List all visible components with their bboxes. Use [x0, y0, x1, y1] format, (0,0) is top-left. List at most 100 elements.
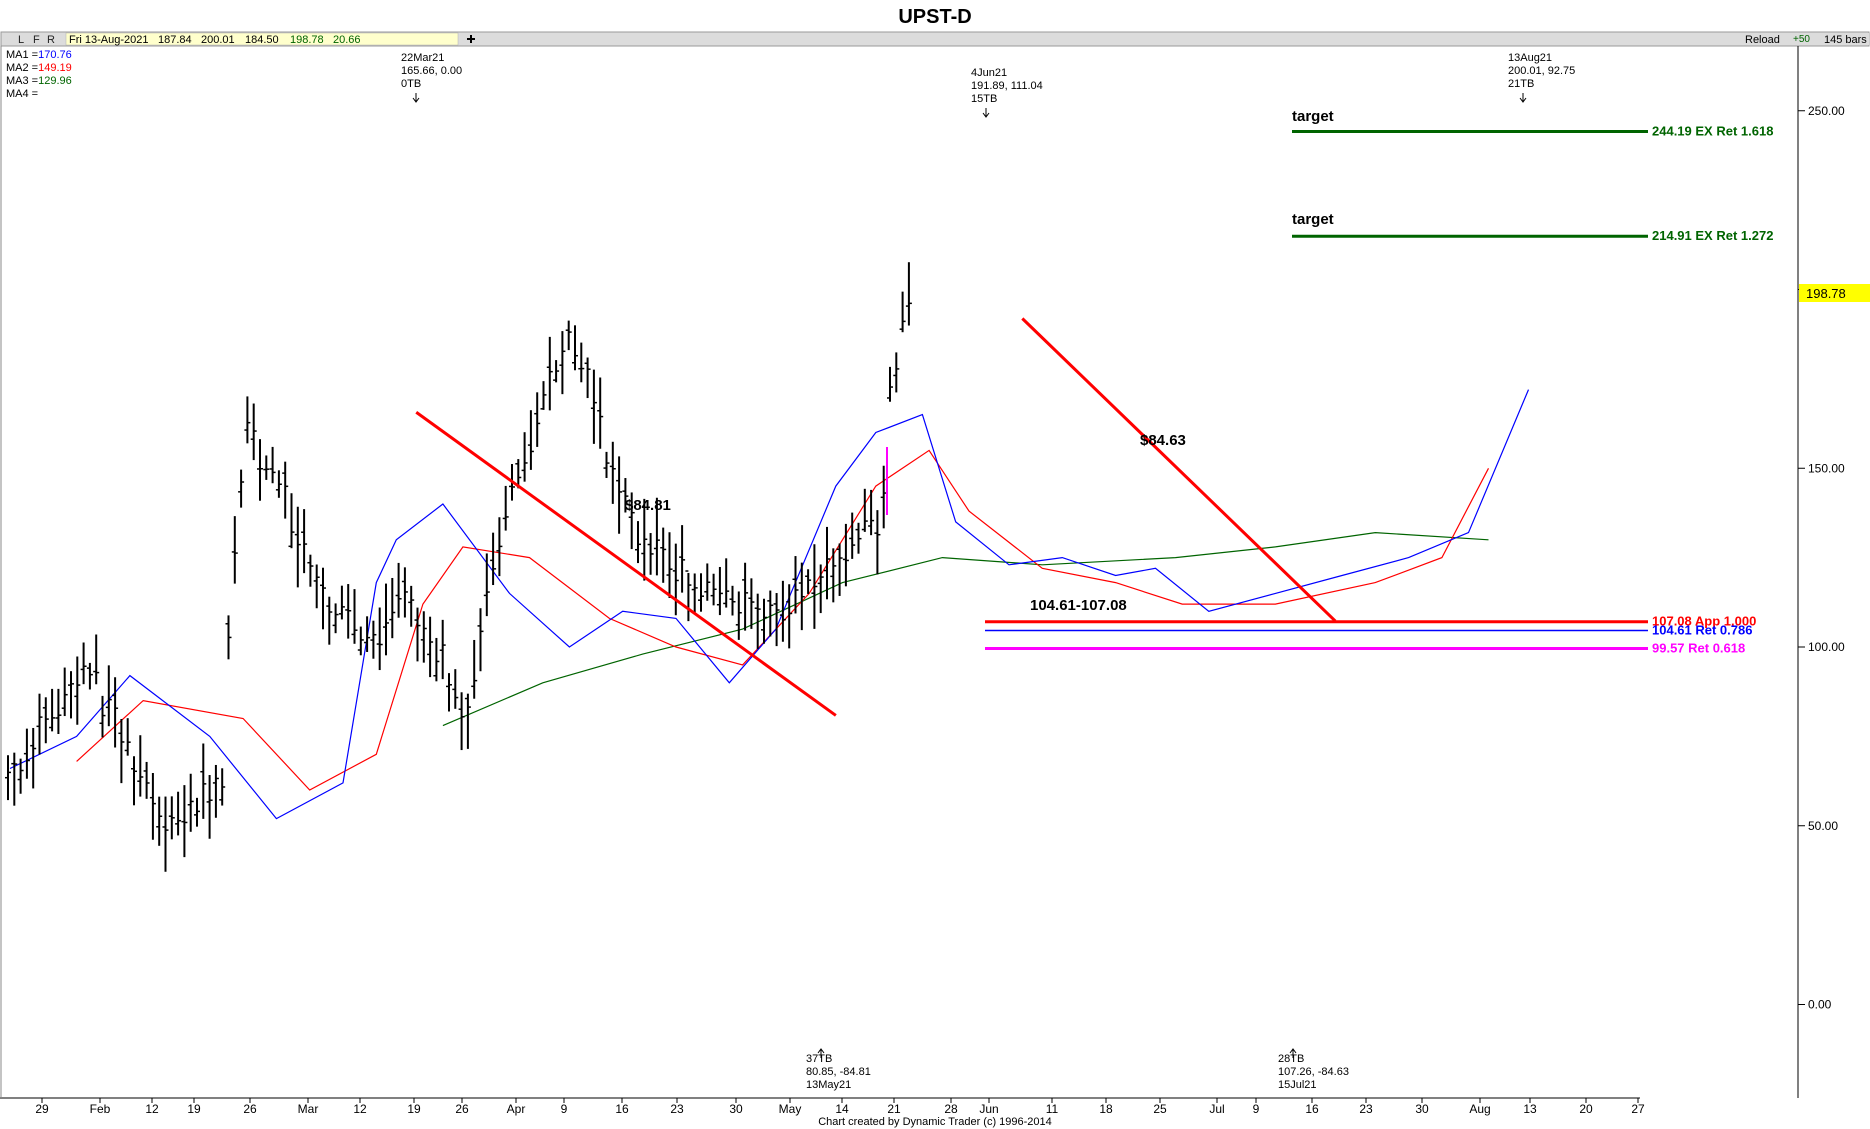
ohlc-bar	[370, 620, 377, 659]
pivot-arrow-down	[412, 93, 420, 103]
ohlc-bar	[817, 564, 824, 614]
ohlc-bar	[212, 764, 219, 818]
bar-info-close: 198.78	[290, 34, 324, 46]
ohlc-bar	[194, 797, 200, 827]
ohlc-bar	[313, 564, 320, 609]
ohlc-bar	[855, 522, 862, 554]
ohlc-bars	[5, 262, 912, 872]
ohlc-bar	[162, 796, 169, 872]
ohlc-bar	[773, 593, 780, 647]
x-tick-label: 13	[1523, 1102, 1537, 1116]
ohlc-bar	[767, 590, 774, 637]
ohlc-bar	[307, 554, 314, 587]
zoom-label[interactable]: +50	[1793, 34, 1810, 45]
toolbar-button-l[interactable]: L	[18, 34, 24, 46]
horizontal-levels: 244.19 EX Ret 1.618 214.91 EX Ret 1.272 10…	[985, 124, 1773, 656]
ohlc-bar	[61, 667, 68, 717]
ma4-label: MA4 =	[6, 88, 38, 100]
toolbar-button-r[interactable]: R	[47, 34, 55, 46]
x-tick-label: 20	[1579, 1102, 1593, 1116]
trend-lines	[415, 317, 1337, 717]
plus-icon[interactable]	[462, 33, 480, 45]
ma-legend-label: MA1 =170.76	[6, 49, 72, 61]
ohlc-bar	[710, 573, 717, 606]
ohlc-bar	[779, 580, 786, 642]
pivot-arrow-down	[982, 108, 990, 118]
ohlc-bar	[168, 796, 175, 840]
y-tick-label: 100.00	[1808, 640, 1845, 654]
footer-credit: Chart created by Dynamic Trader (c) 1996…	[818, 1116, 1052, 1128]
bar-info-open: 187.84	[158, 34, 192, 46]
ohlc-bar	[36, 693, 43, 755]
ohlc-bar	[275, 470, 282, 498]
pivot-line: 200.01, 92.75	[1508, 65, 1575, 77]
ohlc-bar	[30, 727, 37, 789]
ohlc-bar	[603, 451, 610, 478]
y-tick-label: 50.00	[1808, 819, 1838, 833]
ohlc-bar	[464, 693, 471, 749]
level-label: 244.19 EX Ret 1.618	[1652, 124, 1773, 139]
ohlc-bar	[294, 506, 301, 588]
ohlc-bar	[99, 695, 106, 738]
ohlc-bar	[729, 585, 736, 616]
ohlc-bar	[452, 669, 459, 709]
ohlc-bar	[628, 492, 635, 550]
ma-legend-label: MA4 =	[6, 88, 38, 100]
x-tick-label: Feb	[90, 1102, 111, 1116]
pivot-line: 13May21	[806, 1079, 851, 1091]
ohlc-bar	[553, 360, 560, 383]
ohlc-bar	[420, 611, 427, 663]
ohlc-bar	[86, 662, 93, 690]
ohlc-bar	[792, 556, 799, 614]
level-label: 104.61 Ret 0.786	[1652, 623, 1752, 638]
ohlc-bar	[672, 543, 679, 616]
ohlc-bar	[887, 366, 893, 402]
pivot-arrow-up	[1289, 1048, 1297, 1058]
x-tick-label: 14	[835, 1102, 849, 1116]
ohlc-bar	[250, 403, 257, 461]
ohlc-bar	[269, 446, 276, 484]
ohlc-bar	[679, 525, 686, 593]
ohlc-bar	[231, 516, 238, 584]
ohlc-bar	[836, 543, 843, 596]
ohlc-bar	[635, 521, 641, 564]
ohlc-bar	[118, 718, 125, 784]
x-tick-label: 26	[243, 1102, 257, 1116]
x-tick-label: 16	[1305, 1102, 1319, 1116]
ohlc-bar	[414, 607, 421, 662]
pivot-line: 22Mar21	[401, 52, 444, 64]
ohlc-bar	[181, 785, 188, 858]
ohlc-bar	[68, 671, 74, 719]
pivot-line: 191.89, 111.04	[971, 80, 1043, 92]
ohlc-bar	[238, 469, 245, 508]
y-tick-label: 250.00	[1808, 104, 1845, 118]
pivot-line: 13Aug21	[1508, 52, 1552, 64]
swing-size-label-1: $84.81	[625, 497, 671, 514]
ohlc-bar	[93, 634, 100, 685]
ohlc-bar	[490, 532, 497, 586]
level-label: 107.08 App 1.000	[1652, 614, 1756, 629]
level-label: 99.57 Ret 0.618	[1652, 641, 1745, 656]
ohlc-bar	[590, 369, 597, 444]
y-tick-label: 150.00	[1808, 461, 1845, 475]
pivot-line: 21TB	[1508, 78, 1534, 90]
ma1-label: MA1 =	[6, 49, 38, 61]
ma3-path	[442, 531, 1489, 727]
ohlc-bar	[641, 498, 648, 581]
ohlc-bar	[383, 583, 389, 656]
x-tick-label: 9	[1253, 1102, 1260, 1116]
bar-info-box	[65, 32, 459, 46]
ohlc-bar	[704, 563, 711, 601]
support-zone-label: 104.61-107.08	[1030, 597, 1127, 614]
ohlc-bar	[546, 336, 553, 411]
ohlc-bar	[698, 573, 704, 612]
toolbar-button-f[interactable]: F	[33, 34, 40, 46]
ohlc-bar	[824, 526, 830, 600]
ohlc-bar	[257, 439, 263, 501]
x-tick-label: 29	[35, 1102, 49, 1116]
reload-button[interactable]: Reload	[1745, 34, 1780, 46]
